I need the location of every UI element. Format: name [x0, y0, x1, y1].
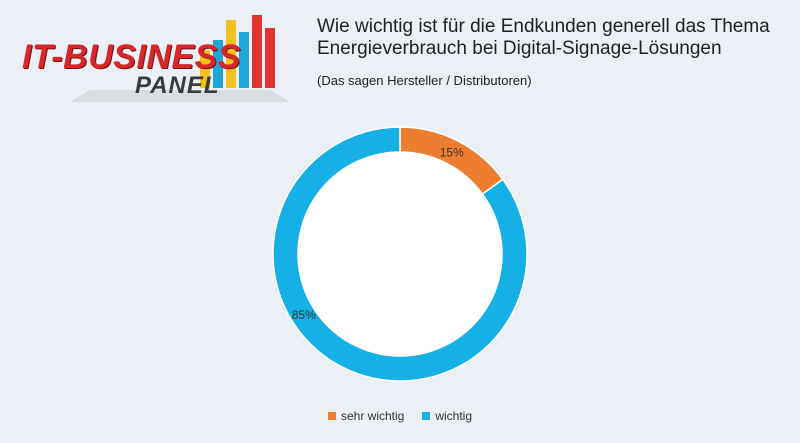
- legend-swatch-sehr-wichtig: [327, 412, 336, 420]
- donut-hole: [298, 152, 502, 356]
- it-business-panel-logo: IT-BUSINESS PANEL: [10, 10, 300, 110]
- data-label-wichtig: 85%: [292, 308, 316, 322]
- legend-label-sehr-wichtig: sehr wichtig: [340, 409, 405, 423]
- donut-slice-wichtig: [272, 126, 528, 382]
- logo-graphic: [70, 15, 290, 102]
- chart-title: Wie wichtig ist für die Endkunden genere…: [317, 16, 770, 59]
- logo-text-primary: IT-BUSINESS: [22, 38, 241, 76]
- legend-item-wichtig: wichtig: [422, 409, 472, 423]
- legend-label-wichtig: wichtig: [435, 409, 473, 423]
- data-label-sehr-wichtig: 15%: [440, 145, 464, 159]
- legend-swatch-wichtig: [422, 412, 431, 420]
- chart-legend: sehr wichtig wichtig: [0, 409, 800, 423]
- chart-subtitle: (Das sagen Hersteller / Distributoren): [317, 73, 532, 88]
- legend-item-sehr-wichtig: sehr wichtig: [327, 409, 405, 423]
- logo-text-secondary: PANEL: [135, 72, 220, 99]
